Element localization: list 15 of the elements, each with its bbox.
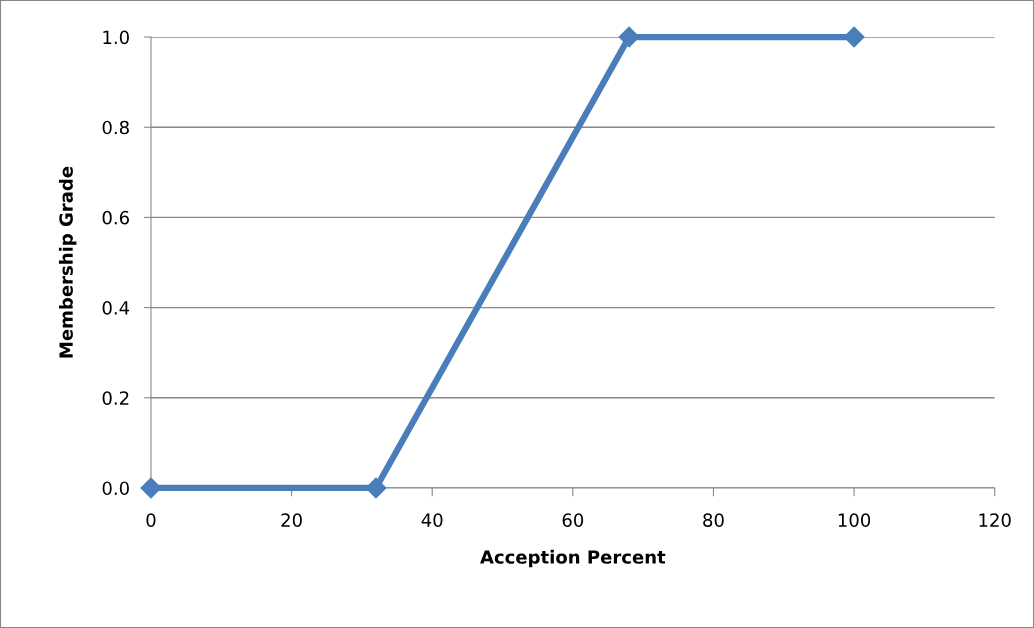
x-tick-label: 60 [562, 513, 584, 527]
y-tick-label: 0.6 [102, 210, 129, 225]
x-axis-title: Acception Percent [480, 549, 666, 568]
y-tick-label: 0.4 [102, 301, 130, 315]
y-tick-label: 1.0 [103, 30, 129, 45]
x-tick-label: 120 [979, 513, 1011, 527]
y-tick-label: 0.8 [102, 120, 129, 135]
x-tick-label: 40 [421, 513, 443, 527]
x-tick-label: 0 [146, 513, 156, 527]
x-tick-label: 20 [281, 513, 302, 527]
y-axis-title: Membership Grade [58, 166, 77, 358]
y-tick-label: 0.2 [102, 391, 129, 405]
x-tick-label: 100 [838, 513, 871, 527]
y-tick-label: 0.0 [102, 481, 129, 496]
x-tick-label: 80 [703, 513, 724, 527]
